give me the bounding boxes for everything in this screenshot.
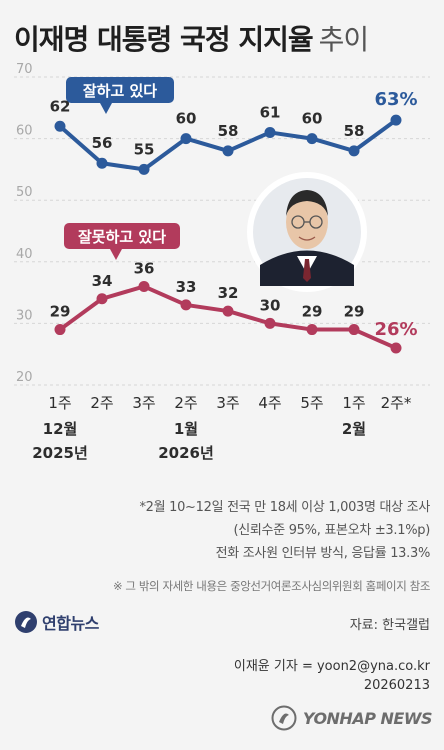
data-label: 62 (50, 97, 71, 115)
x-tick-month: 12월 (43, 420, 78, 438)
reporter-credit: 이재윤 기자 = yoon2@yna.co.kr 20260213 (234, 657, 430, 695)
data-point (264, 317, 276, 329)
data-label: 60 (302, 110, 323, 128)
reference-note: ※ 그 밖의 자세한 내용은 중앙선거여론조사심의위원회 홈페이지 참조 (112, 579, 430, 593)
survey-note-line: (신뢰수준 95%, 표본오차 ±3.1%p) (233, 523, 430, 538)
x-tick-week: 5주 (300, 394, 323, 412)
data-point (306, 324, 318, 336)
x-tick-week: 2주 (174, 394, 197, 412)
x-tick-week: 4주 (258, 394, 281, 412)
data-point (222, 305, 234, 317)
y-tick-label: 70 (16, 62, 33, 77)
yonhap-watermark-icon (271, 705, 297, 731)
x-tick-week: 3주 (216, 394, 239, 412)
data-point (348, 324, 360, 336)
x-tick-year: 2025년 (32, 444, 88, 462)
data-label: 61 (260, 103, 281, 121)
data-point (180, 299, 192, 311)
yonhap-watermark: YONHAP NEWS (271, 705, 433, 731)
x-tick-month: 1월 (174, 420, 198, 438)
data-label: 58 (344, 122, 365, 140)
x-tick-month: 2월 (342, 420, 366, 438)
data-label: 58 (218, 122, 239, 140)
data-point (138, 280, 150, 292)
series-callout-disapprove: 잘못하고 있다 (64, 223, 180, 260)
yonhap-logo: 연합뉴스 (14, 610, 99, 634)
callout-box (66, 77, 174, 103)
data-label: 63% (374, 89, 417, 110)
y-tick-label: 30 (16, 308, 33, 323)
data-label: 29 (344, 303, 365, 321)
callout-tail (110, 249, 122, 260)
series-name: 잘못하고 있다 (78, 228, 166, 246)
callout-box (64, 223, 180, 249)
data-label: 36 (134, 259, 155, 277)
survey-note-line: *2월 10~12일 전국 만 18세 이상 1,003명 대상 조사 (139, 500, 430, 515)
x-tick-week: 2주 (90, 394, 113, 412)
data-label: 33 (176, 278, 197, 296)
data-point (348, 145, 360, 157)
x-tick-week: 1주 (48, 394, 71, 412)
series-callout-approve: 잘하고 있다 (66, 77, 174, 114)
data-label: 60 (176, 110, 197, 128)
data-point (222, 145, 234, 157)
data-label: 29 (302, 303, 323, 321)
data-point (138, 163, 150, 175)
data-point (96, 293, 108, 305)
y-tick-label: 50 (16, 185, 33, 200)
y-tick-label: 20 (16, 370, 33, 385)
yonhap-watermark-text: YONHAP NEWS (302, 708, 433, 728)
chart-title-suffix: 추이 (318, 23, 370, 56)
data-label: 34 (92, 272, 113, 290)
data-point (390, 114, 402, 126)
yonhap-logo-text: 연합뉴스 (42, 614, 99, 633)
data-point (54, 120, 66, 132)
x-tick-week: 2주* (381, 394, 412, 412)
y-tick-label: 60 (16, 124, 33, 139)
data-point (180, 133, 192, 145)
data-label: 55 (134, 140, 155, 158)
data-point (54, 324, 66, 336)
president-portrait (247, 172, 367, 292)
yonhap-logo-icon (15, 611, 37, 633)
x-tick-week: 3주 (132, 394, 155, 412)
data-label: 32 (218, 284, 239, 302)
x-tick-year: 2026년 (158, 444, 214, 462)
data-point (264, 126, 276, 138)
y-tick-label: 40 (16, 247, 33, 262)
x-tick-week: 1주 (342, 394, 365, 412)
data-label: 56 (92, 134, 113, 152)
data-label: 29 (50, 303, 71, 321)
series-name: 잘하고 있다 (83, 82, 157, 100)
survey-note-line: 전화 조사원 인터뷰 방식, 응답률 13.3% (215, 546, 431, 561)
chart-title-main: 이재명 대통령 국정 지지율 (14, 23, 314, 56)
data-source: 자료: 한국갤럽 (349, 618, 430, 633)
data-point (96, 157, 108, 169)
chart-title: 이재명 대통령 국정 지지율 추이 (14, 18, 370, 58)
data-point (306, 133, 318, 145)
callout-tail (100, 103, 112, 114)
data-label: 30 (260, 296, 281, 314)
survey-notes: *2월 10~12일 전국 만 18세 이상 1,003명 대상 조사 (신뢰수… (139, 496, 430, 565)
reporter-email: 이재윤 기자 = yoon2@yna.co.kr (233, 659, 430, 674)
publish-date: 20260213 (363, 678, 430, 693)
data-point (390, 342, 402, 354)
data-label: 26% (374, 319, 417, 340)
